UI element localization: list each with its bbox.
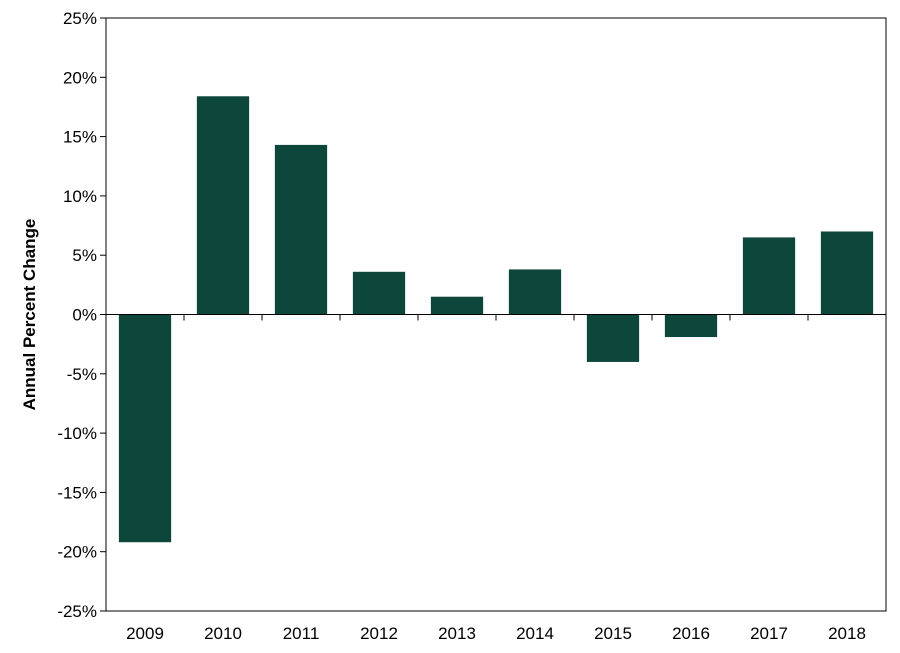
bar-2011 [274, 144, 328, 315]
y-tick-label: 0% [72, 306, 97, 325]
bar-2009 [118, 314, 172, 543]
x-tick-label: 2013 [438, 624, 476, 643]
x-tick-label: 2018 [828, 624, 866, 643]
x-tick-label: 2014 [516, 624, 554, 643]
bar-2016 [664, 314, 718, 338]
y-tick-label: 15% [63, 128, 97, 147]
y-tick-label: 5% [72, 246, 97, 265]
x-tick-label: 2011 [283, 624, 320, 643]
x-tick-label: 2016 [672, 624, 710, 643]
bar-2017 [742, 237, 796, 315]
x-tick-label: 2009 [126, 624, 164, 643]
bar-2018 [820, 231, 874, 315]
y-tick-label: -15% [57, 483, 97, 502]
y-tick-label: 10% [63, 187, 97, 206]
bar-2010 [196, 96, 250, 315]
x-tick-label: 2017 [750, 624, 788, 643]
bar-2014 [508, 269, 562, 315]
y-tick-label: 25% [63, 9, 97, 28]
y-tick-label: -10% [57, 424, 97, 443]
x-tick-label: 2015 [594, 624, 632, 643]
bar-2015 [586, 314, 640, 362]
bar-2012 [352, 271, 406, 315]
y-tick-label: -25% [57, 602, 97, 621]
y-tick-label: 20% [63, 68, 97, 87]
bars-group [118, 96, 874, 543]
labels-group: 25% 20% 15% 10% 5% 0% -5% -10% -15% -20% -25% 2009 2… [57, 9, 866, 643]
y-tick-label: -5% [67, 365, 97, 384]
bar-2013 [430, 296, 484, 315]
x-tick-label: 2010 [204, 624, 242, 643]
y-axis-title: Annual Percent Change [20, 219, 39, 411]
x-tick-label: 2012 [360, 624, 398, 643]
y-tick-label: -20% [57, 543, 97, 562]
axes-group [100, 17, 886, 612]
